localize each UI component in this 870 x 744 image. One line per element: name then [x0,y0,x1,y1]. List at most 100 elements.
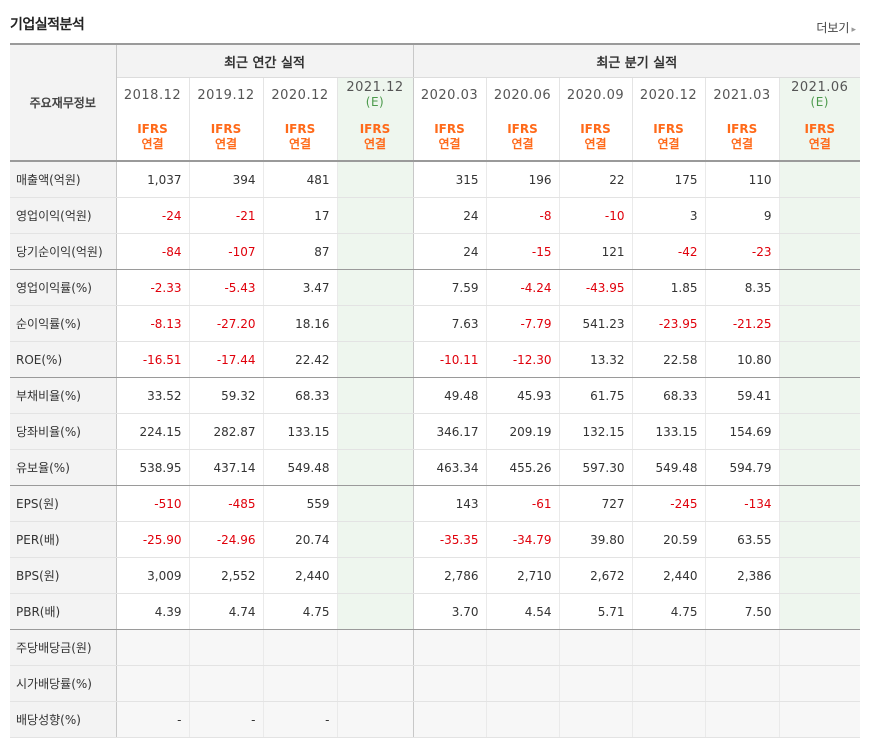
accounting-standard: IFRS 연결 [115,113,189,162]
data-cell: 33.52 [115,377,189,414]
data-cell: -15 [485,233,559,270]
data-cell: 549.48 [262,449,337,486]
table-row: PBR(배) 4.39 4.74 4.75 3.70 4.54 5.71 4.75 7.50 [10,593,861,630]
data-cell: 17 [262,197,337,234]
data-cell [115,665,189,702]
data-cell [778,269,861,306]
table-row: 당기순이익(억원) -84 -107 87 24 -15 121 -42 -23 [10,233,861,270]
period-label: 2020.12 [271,88,329,103]
table-row: 영업이익률(%) -2.33 -5.43 3.47 7.59 -4.24 -43.95 1.8… [10,269,861,306]
data-cell: 87 [262,233,337,270]
data-cell [115,629,189,666]
data-cell [188,629,263,666]
data-cell [778,701,861,738]
table-row: BPS(원) 3,009 2,552 2,440 2,786 2,710 2,672 2,44… [10,557,861,594]
period-header: 2021.03 [704,77,779,113]
data-cell: 481 [262,161,337,198]
data-cell [336,485,413,522]
data-cell: 315 [412,161,486,198]
data-cell: 4.75 [262,593,337,630]
data-cell [336,629,413,666]
data-cell: -24.96 [188,521,263,558]
ifrs-label: IFRS [804,121,836,136]
data-cell [704,665,779,702]
data-cell: -24 [115,197,189,234]
data-cell: 8.35 [704,269,779,306]
data-cell: -2.33 [115,269,189,306]
annual-group-header: 최근 연간 실적 [116,43,413,78]
data-cell [412,665,486,702]
more-link[interactable]: 더보기 ▸ [816,19,856,36]
data-cell: -21.25 [704,305,779,342]
data-cell [336,161,413,198]
data-cell: -7.79 [485,305,559,342]
data-cell: -134 [704,485,779,522]
data-cell [778,305,861,342]
row-label: EPS(원) [10,485,117,522]
row-label: PER(배) [10,521,117,558]
table-row: ROE(%) -16.51 -17.44 22.42 -10.11 -12.30 13.32… [10,341,861,378]
data-cell: 455.26 [485,449,559,486]
data-cell: 133.15 [631,413,705,450]
data-cell: -16.51 [115,341,189,378]
data-cell [778,665,861,702]
period-header: 2018.12 [115,77,189,113]
row-header-label: 주요재무정보 [10,43,117,162]
data-cell [778,161,861,198]
data-cell: -485 [188,485,263,522]
data-cell: 3.47 [262,269,337,306]
data-cell: - [115,701,189,738]
data-cell: 559 [262,485,337,522]
data-cell: -23.95 [631,305,705,342]
data-cell: 463.34 [412,449,486,486]
data-cell: 5.71 [558,593,632,630]
table-row: 주당배당금(원) [10,629,861,666]
data-cell: 2,710 [485,557,559,594]
data-cell [336,665,413,702]
data-cell: -245 [631,485,705,522]
data-cell [704,629,779,666]
consolidated-label: 연결 [288,136,312,151]
row-label: 영업이익률(%) [10,269,117,306]
consolidated-label: 연결 [730,136,754,151]
ifrs-label: IFRS [580,121,611,136]
data-cell: -4.24 [485,269,559,306]
table-row: 영업이익(억원) -24 -21 17 24 -8 -10 3 9 [10,197,861,234]
data-cell [336,305,413,342]
consolidated-label: 연결 [214,136,238,151]
financial-table: 주요재무정보 최근 연간 실적 최근 분기 실적 2018.12 2019.12 2020… [10,43,861,738]
more-label[interactable]: 더보기 [816,21,850,35]
accounting-standard: IFRS 연결 [558,113,632,162]
consolidated-label: 연결 [808,136,831,151]
data-cell: 143 [412,485,486,522]
estimate-mark: (E) [810,95,829,109]
data-cell: -84 [115,233,189,270]
data-cell: 4.75 [631,593,705,630]
ifrs-label: IFRS [653,121,684,136]
data-cell: 437.14 [188,449,263,486]
data-cell: -43.95 [558,269,632,306]
data-cell: -107 [188,233,263,270]
data-cell: 22.42 [262,341,337,378]
accounting-standard: IFRS 연결 [188,113,263,162]
data-cell: 597.30 [558,449,632,486]
data-cell: -12.30 [485,341,559,378]
period-header: 2020.12 [631,77,705,113]
data-cell: -5.43 [188,269,263,306]
row-label: BPS(원) [10,557,117,594]
data-cell [485,629,559,666]
data-cell: -42 [631,233,705,270]
data-cell [485,701,559,738]
period-header: 2021.06 (E) [778,77,861,113]
ifrs-label: IFRS [284,121,316,136]
table-row: EPS(원) -510 -485 559 143 -61 727 -245 -134 [10,485,861,522]
data-cell [704,701,779,738]
data-cell: 541.23 [558,305,632,342]
data-cell: -510 [115,485,189,522]
section-title: 기업실적분석 [10,17,85,33]
row-label: PBR(배) [10,593,117,630]
row-label: ROE(%) [10,341,117,378]
table-row: 매출액(억원) 1,037 394 481 315 196 22 175 110 [10,161,861,198]
table-row: 순이익률(%) -8.13 -27.20 18.16 7.63 -7.79 541.23 -2… [10,305,861,342]
period-header: 2020.12 [262,77,337,113]
